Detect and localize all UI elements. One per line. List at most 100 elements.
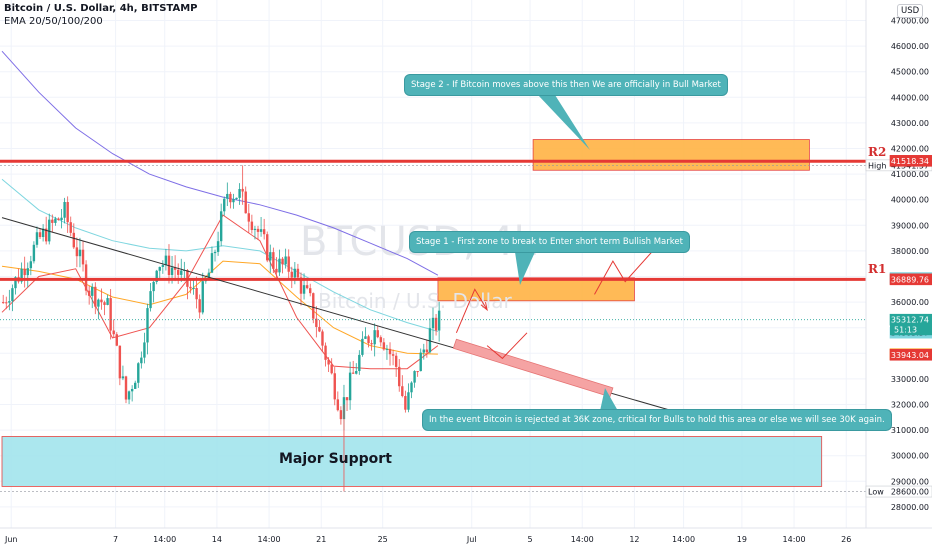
candle-body	[75, 247, 79, 257]
candle-body	[250, 221, 254, 231]
candle-body	[149, 291, 152, 309]
y-tick-label: 47000.00	[891, 17, 929, 26]
candle-body	[57, 218, 60, 221]
candle-body	[391, 354, 395, 356]
candle-body	[207, 272, 211, 279]
candle-body	[97, 299, 100, 307]
x-tick-label: Jun	[4, 535, 18, 544]
candle-body	[20, 268, 23, 282]
candle-body	[355, 370, 358, 374]
price-label-box	[889, 348, 932, 361]
candle-body	[235, 197, 238, 200]
ema20-line	[1, 214, 439, 370]
candle-body	[345, 397, 349, 401]
price-label: 28600.00	[891, 488, 929, 497]
zone-major-support	[1, 436, 823, 487]
candle-body	[398, 366, 401, 387]
candle-body	[278, 258, 281, 273]
candle-body	[238, 189, 241, 198]
candle-body	[223, 198, 226, 212]
candle-body	[416, 371, 419, 373]
candle-body	[140, 357, 143, 364]
candle-body	[290, 271, 293, 278]
candle-body	[106, 298, 109, 305]
candle-body	[272, 252, 275, 269]
candle-body	[266, 234, 269, 261]
ema200-line	[1, 50, 439, 276]
candle-body	[259, 229, 263, 232]
candle-body	[367, 336, 370, 344]
candle-body	[143, 342, 146, 358]
pointer-stage2	[538, 95, 590, 150]
price-label-box	[889, 155, 932, 167]
candle-body	[324, 345, 327, 360]
currency-badge[interactable]: USD	[897, 4, 924, 18]
x-tick-label: 21	[316, 535, 326, 544]
candle-body	[348, 372, 352, 401]
x-tick-label: 12	[629, 535, 639, 544]
candle-body	[78, 249, 82, 257]
countdown-box	[890, 325, 932, 336]
candle-body	[302, 285, 306, 294]
candle-body	[195, 288, 198, 300]
candle-body	[373, 330, 376, 345]
candle-body	[382, 342, 386, 350]
x-tick-label: 19	[737, 535, 747, 544]
forecast-arrows	[455, 250, 654, 360]
candle-body	[189, 286, 192, 289]
x-tick-label: 14:00	[571, 535, 594, 544]
candle-body	[8, 301, 11, 303]
candle-body	[109, 298, 112, 331]
candle-body	[112, 330, 115, 335]
x-tick-label: 14:00	[258, 535, 281, 544]
candle-body	[275, 268, 278, 273]
y-tick-label: 28000.00	[891, 503, 929, 512]
y-tick-label: 31000.00	[891, 426, 929, 435]
y-tick-label: 46000.00	[891, 42, 929, 51]
candle-body	[63, 202, 66, 218]
candle-body	[14, 277, 17, 289]
candle-body	[210, 253, 214, 273]
candle-body	[247, 213, 250, 222]
price-label-box	[889, 273, 932, 286]
candle-body	[431, 317, 435, 329]
candle-body	[164, 255, 168, 266]
candle-body	[100, 299, 103, 303]
candle-body	[35, 232, 39, 245]
candle-body	[87, 290, 91, 296]
zone-stage1-zone	[437, 277, 635, 302]
price-label: 35312.74	[891, 316, 929, 325]
candle-body	[81, 249, 85, 265]
candle-body	[226, 193, 229, 199]
y-tick-label: 33000.00	[891, 375, 929, 384]
y-tick-label: 30000.00	[891, 452, 929, 461]
callout-pointers	[515, 95, 618, 411]
major-support-label: Major Support	[279, 451, 392, 467]
arrow-up-3	[594, 250, 654, 295]
candle-body	[364, 336, 367, 339]
indicator-label[interactable]: EMA 20/50/100/200	[4, 16, 103, 27]
candle-body	[315, 318, 318, 327]
time-axis[interactable]: Jun 7 14:00 14 14:00 21 25 Jul 5 14:00 12 19 14:00 14…	[0, 527, 932, 550]
y-tick-label: 39000.00	[891, 221, 929, 230]
candle-body	[388, 348, 392, 355]
candle-body	[60, 217, 63, 221]
candle-body	[155, 270, 158, 282]
candle-body	[330, 364, 333, 374]
candle-body	[422, 349, 425, 353]
candle-body	[130, 388, 134, 392]
y-tick-label: 40000.00	[891, 196, 929, 205]
candle-body	[201, 281, 204, 313]
candle-body	[170, 267, 174, 276]
candle-body	[358, 354, 361, 371]
candle-body	[23, 268, 26, 276]
x-tick-label: 14:00	[783, 535, 806, 544]
zones	[1, 139, 823, 487]
pointer-stage1	[515, 252, 535, 285]
candle-body	[134, 382, 137, 389]
candle-body	[253, 228, 257, 231]
candle-body	[219, 211, 223, 242]
candle-body	[103, 302, 106, 305]
y-tick-label: 32000.00	[891, 401, 929, 410]
arrow-up-2	[486, 332, 528, 360]
